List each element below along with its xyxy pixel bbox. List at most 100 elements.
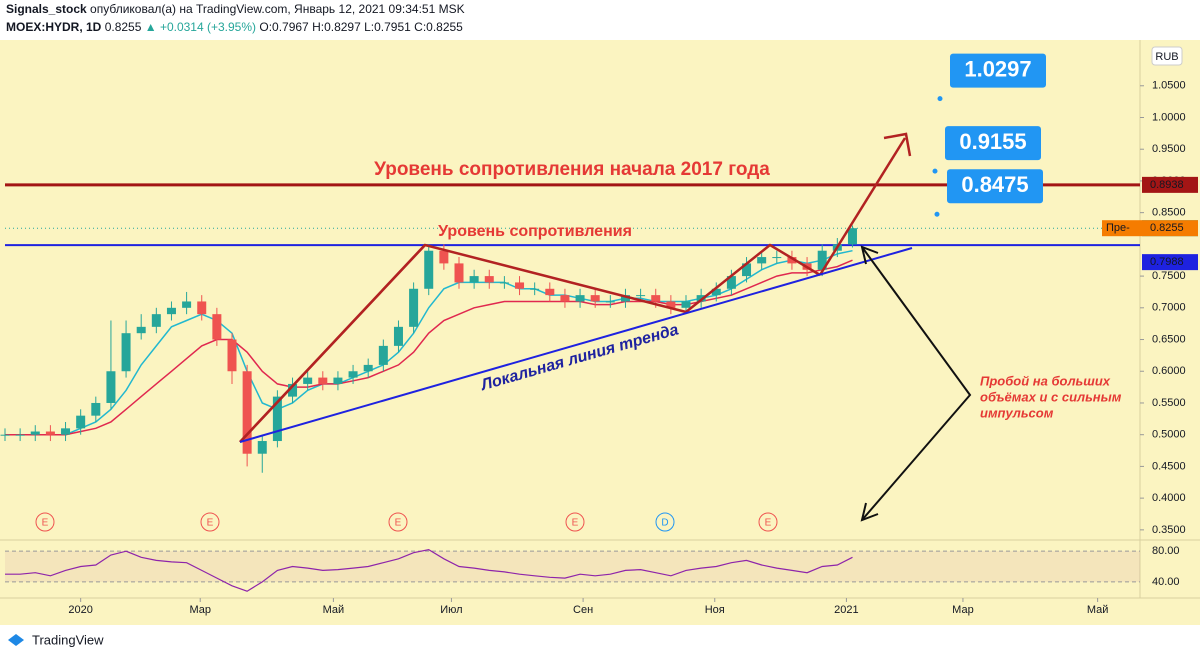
annotation: Уровень сопротивления начала 2017 года — [374, 159, 770, 180]
candle-body — [439, 250, 449, 264]
annotation: объёмах и с сильным — [980, 389, 1122, 404]
x-tick-label: Сен — [573, 604, 593, 616]
target-point — [934, 211, 940, 217]
candle-body — [45, 431, 55, 435]
pointer-arrows — [861, 246, 972, 521]
x-tick-label: Май — [323, 604, 345, 616]
candle-body — [469, 276, 479, 283]
annotation: Пробой на больших — [980, 373, 1111, 388]
candle-body — [409, 288, 419, 327]
candle-body — [272, 396, 282, 442]
candle-body — [726, 276, 736, 289]
candle-body — [499, 282, 509, 284]
y-tick-label: 0.9500 — [1152, 143, 1186, 155]
target-point — [937, 96, 943, 102]
y-tick-label: 0.3500 — [1152, 524, 1186, 536]
candle-body — [575, 295, 585, 302]
event-badge — [655, 512, 675, 532]
event-label: E — [207, 518, 214, 529]
change: ▲ +0.0314 (+3.95%) — [145, 20, 256, 34]
event-badge — [200, 512, 220, 532]
candle-body — [605, 301, 615, 303]
candle-body — [30, 431, 40, 435]
candle-body — [590, 295, 600, 302]
rsi-tick-label: 40.00 — [1152, 576, 1180, 588]
candle-body — [545, 288, 555, 296]
y-tick-label: 1.0000 — [1152, 111, 1186, 123]
candle-body — [742, 263, 752, 277]
price: 0.8255 — [105, 20, 142, 34]
y-tick-label: 0.5000 — [1152, 429, 1186, 441]
x-tick-label: Мар — [189, 604, 211, 616]
pattern-drawing — [239, 244, 426, 443]
x-tick-label: Июл — [440, 604, 462, 616]
candle-body — [106, 371, 116, 403]
y-tick-label: 0.7500 — [1152, 270, 1186, 282]
level-label — [1142, 254, 1198, 271]
rsi-band — [5, 551, 1140, 582]
candle-body — [363, 364, 373, 372]
header-line1: Signals_stock опубликовал(а) на TradingV… — [6, 2, 465, 16]
y-tick-label: 0.7000 — [1152, 302, 1186, 314]
event-label: E — [572, 518, 579, 529]
level-label-text: 0.7988 — [1150, 256, 1184, 268]
candle-body — [121, 333, 131, 372]
plot: 0.3500 0.4000 0.4500 0.5000 0.5500 0.6000 0.65… — [0, 53, 1198, 616]
candle-body — [636, 295, 646, 297]
rsi-tick-label: 80.00 — [1152, 545, 1180, 557]
arrowhead — [860, 502, 879, 522]
author: Signals_stock — [6, 2, 87, 16]
y-tick-label: 1.0500 — [1152, 80, 1186, 92]
y-tick-label: 0.5500 — [1152, 397, 1186, 409]
candle-body — [288, 383, 298, 397]
target-label: 1.0297 — [964, 56, 1031, 81]
candle-body — [772, 257, 782, 259]
candle-body — [242, 371, 252, 454]
brand: TradingView — [32, 632, 104, 647]
level-label-text: 0.8938 — [1150, 179, 1184, 191]
y-tick-label: 0.8500 — [1152, 207, 1186, 219]
premarket-text: 0.8255 — [1150, 222, 1184, 234]
candle-body — [166, 307, 176, 315]
candle-body — [348, 371, 358, 378]
target-box — [947, 169, 1043, 204]
logo — [8, 634, 24, 646]
candle-body — [257, 441, 267, 454]
y-tick-label: 0.6500 — [1152, 333, 1186, 345]
candle-body — [76, 415, 86, 429]
candle-body — [197, 301, 207, 315]
moving-average — [5, 259, 853, 436]
x-tick-label: Ноя — [705, 604, 725, 616]
target-box — [945, 126, 1041, 161]
candle-body — [151, 314, 161, 327]
candle-body — [15, 434, 25, 436]
symbol: MOEX:HYDR, 1D — [6, 20, 102, 34]
candle-body — [484, 276, 494, 283]
target-point — [932, 168, 938, 174]
target-label: 0.9155 — [959, 129, 1026, 154]
candle-body — [817, 250, 827, 270]
candle-body — [515, 282, 525, 289]
header-line2: MOEX:HYDR, 1D 0.8255 ▲ +0.0314 (+3.95%) … — [6, 20, 463, 34]
candle-body — [393, 326, 403, 346]
candle-body — [318, 377, 328, 384]
rsi-line — [5, 548, 853, 592]
annotation: Уровень сопротивления — [438, 223, 632, 240]
candle-body — [847, 228, 857, 245]
candle-body — [91, 402, 101, 416]
candle-body — [454, 263, 464, 283]
candle-body — [136, 326, 146, 334]
event-badge — [35, 512, 55, 532]
annotation: импульсом — [980, 405, 1054, 420]
y-tick-label: 0.4000 — [1152, 492, 1186, 504]
y-tick-label: 0.6000 — [1152, 365, 1186, 377]
moving-average — [5, 249, 853, 436]
currency-badge — [1151, 46, 1183, 66]
currency: RUB — [1155, 51, 1178, 63]
candle-body — [787, 257, 797, 264]
arrowhead — [860, 245, 879, 265]
x-tick-label: Мар — [952, 604, 974, 616]
x-tick-label: Май — [1087, 604, 1109, 616]
